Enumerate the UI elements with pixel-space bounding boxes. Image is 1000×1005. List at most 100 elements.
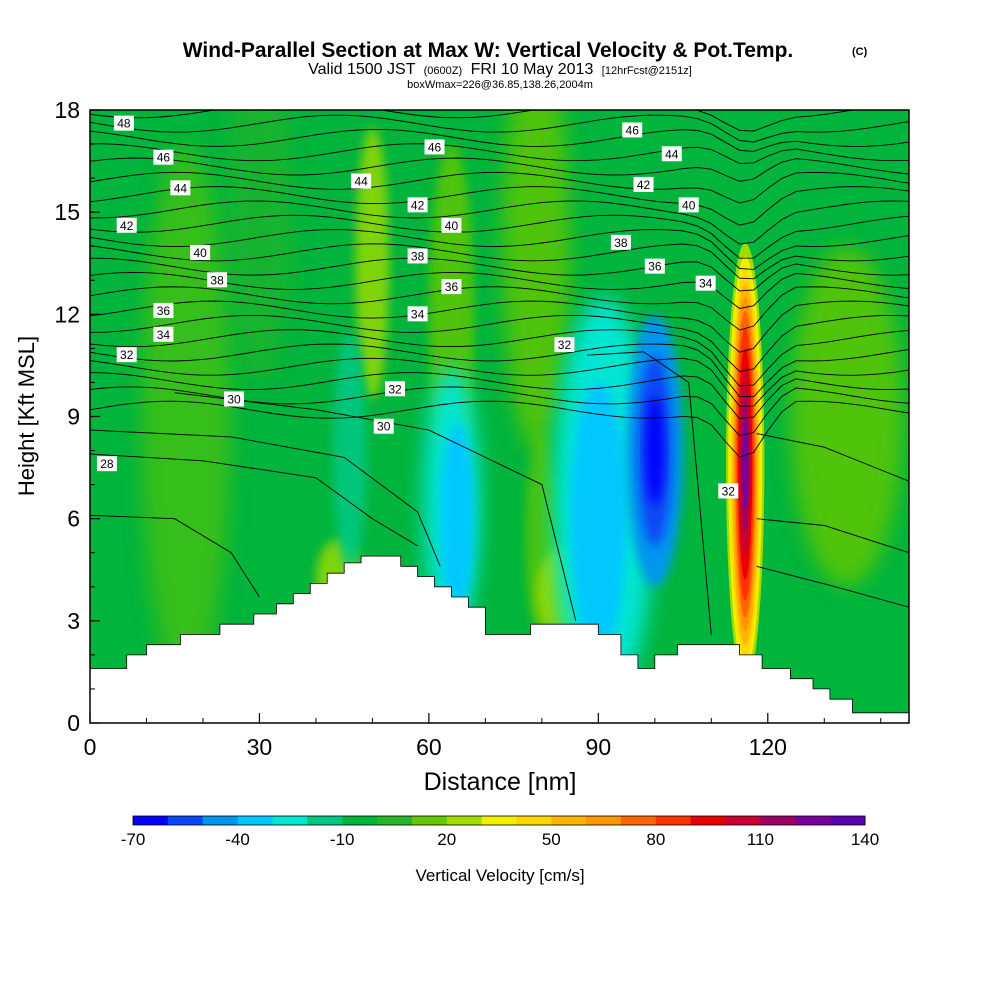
contour-label-box — [622, 122, 643, 138]
contour-label-box — [678, 197, 699, 213]
contour-label-box — [661, 146, 682, 162]
x-tick-label: 120 — [749, 734, 787, 760]
colorbar-swatch — [586, 816, 622, 825]
contour-label: 32 — [116, 347, 137, 363]
y-tick-label: 9 — [67, 404, 80, 430]
contour-label-text: 40 — [682, 198, 696, 212]
contour-label: 34 — [407, 306, 428, 322]
colorbar-swatch — [307, 816, 343, 825]
contour-label-text: 44 — [174, 181, 188, 195]
colorbar-swatch — [272, 816, 308, 825]
contour-label-box — [153, 326, 174, 342]
colorbar-swatch — [167, 816, 204, 825]
updraft-light-west — [140, 144, 232, 689]
contour-label: 32 — [385, 381, 406, 397]
contour-label: 44 — [661, 146, 682, 162]
contour-label: 32 — [718, 483, 739, 499]
contour-label: 28 — [96, 456, 117, 472]
x-tick-label: 60 — [416, 734, 442, 760]
theta-isoline — [90, 229, 909, 270]
theta-isoline — [586, 351, 712, 635]
contour-label-text: 48 — [117, 117, 131, 131]
contour-label: 42 — [116, 217, 137, 233]
downdraft-weak-1 — [332, 331, 367, 570]
theta-isoline — [756, 565, 909, 608]
contour-label: 42 — [633, 176, 654, 192]
theta-isoline — [90, 143, 909, 164]
contour-label-text: 36 — [648, 260, 662, 274]
theta-isoline — [90, 128, 909, 152]
theta-isoline — [756, 433, 909, 482]
contour-label-text: 40 — [445, 219, 459, 233]
contour-label: 46 — [424, 139, 445, 155]
theta-isoline — [90, 514, 260, 598]
colorbar-swatch — [133, 816, 169, 825]
colorbar-swatch — [725, 816, 761, 825]
theta-isoline — [90, 171, 909, 204]
contour-label-text: 34 — [411, 307, 425, 321]
contour-label-text: 34 — [157, 328, 171, 342]
contour-label: 34 — [695, 275, 716, 291]
contour-label-box — [116, 347, 137, 363]
updraft-east — [790, 246, 904, 587]
theta-isoline — [90, 214, 909, 259]
contour-label-text: 42 — [120, 219, 134, 233]
colorbar-swatch — [551, 816, 587, 825]
colorbar-swatch — [411, 816, 448, 825]
contour-label-text: 38 — [210, 273, 224, 287]
contour-label-box — [695, 275, 716, 291]
contour-label-box — [424, 139, 445, 155]
colorbar-tick-label: 50 — [542, 830, 561, 849]
chart-subtitle: Valid 1500 JST (0600Z) FRI 10 May 2013 [… — [308, 61, 692, 78]
contour-label: 42 — [407, 197, 428, 213]
contour-label: 40 — [190, 245, 211, 261]
contour-label-box — [441, 217, 462, 233]
contour-label: 36 — [441, 279, 462, 295]
contour-label-box — [207, 272, 228, 288]
contour-label-text: 40 — [193, 246, 207, 260]
y-axis-label: Height [Kft MSL] — [14, 336, 39, 496]
contour-label-box — [718, 483, 739, 499]
contour-label-box — [116, 217, 137, 233]
y-tick-label: 0 — [67, 710, 80, 736]
subtitle-forecast: [12hrFcst@2151z] — [602, 65, 692, 77]
theta-isoline — [90, 372, 909, 419]
colorbar-swatch — [237, 816, 273, 825]
colorbar-tick-label: 80 — [646, 830, 665, 849]
updraft-streak-1 — [355, 127, 390, 400]
subtitle-date: FRI 10 May 2013 — [471, 61, 594, 78]
contour-label-text: 46 — [428, 140, 442, 154]
theta-isoline — [90, 314, 909, 372]
y-tick-label: 3 — [67, 608, 80, 634]
colorbar-tick-label: 110 — [747, 830, 774, 849]
colorbar-swatch — [830, 816, 866, 825]
contour-label: 36 — [644, 258, 665, 274]
colorbar-label: Vertical Velocity [cm/s] — [415, 866, 584, 885]
contour-label-box — [96, 456, 117, 472]
colorbar-swatch — [760, 816, 796, 825]
theta-contours — [90, 110, 909, 635]
contour-label-text: 28 — [100, 457, 114, 471]
contour-label-box — [407, 248, 428, 264]
updraft-weak-nw — [225, 110, 294, 383]
x-tick-label: 90 — [586, 734, 612, 760]
contour-label-text: 46 — [626, 123, 640, 137]
contour-label: 34 — [153, 326, 174, 342]
theta-isoline — [756, 518, 909, 554]
x-tick-label: 0 — [84, 734, 97, 760]
colorbar-swatch — [795, 816, 831, 825]
updraft-core-band-10 — [742, 419, 749, 509]
theta-isoline — [90, 286, 909, 331]
contour-label: 38 — [407, 248, 428, 264]
contour-label-box — [190, 245, 211, 261]
colorbar-swatch — [342, 816, 378, 825]
contour-label-box — [407, 306, 428, 322]
contour-label-box — [610, 234, 631, 250]
y-tick-label: 12 — [54, 301, 80, 327]
contour-label-box — [170, 180, 191, 196]
theta-isoline — [174, 392, 577, 621]
colorbar-tick-label: -10 — [330, 830, 355, 849]
subtitle-zulu: (0600Z) — [424, 65, 463, 77]
